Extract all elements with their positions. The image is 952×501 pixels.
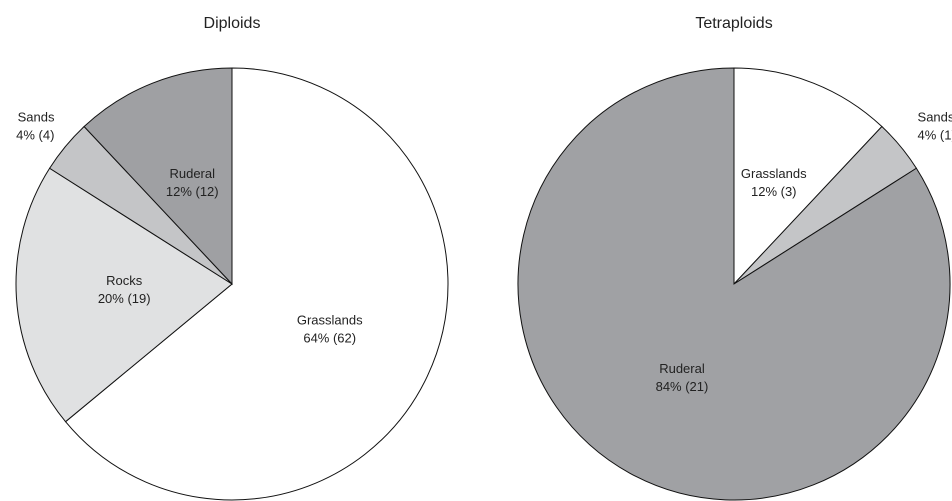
slice-value-label: 4% (4) <box>16 128 54 143</box>
chart-title: Diploids <box>204 15 261 32</box>
slice-label: Rocks <box>106 273 143 288</box>
pie-slice <box>733 67 883 286</box>
slice-value-label: 12% (3) <box>751 184 797 199</box>
slice-label: Sands <box>918 110 952 125</box>
slice-label: Sands <box>18 110 55 125</box>
pie-slice <box>64 67 449 501</box>
pie-slice <box>517 67 951 501</box>
chart-title: Tetraploids <box>695 15 772 32</box>
slice-label: Grasslands <box>741 166 807 181</box>
slice-label: Ruderal <box>169 166 215 181</box>
slice-label: Ruderal <box>659 361 705 376</box>
slice-value-label: 64% (62) <box>303 330 356 345</box>
slice-value-label: 12% (12) <box>166 184 219 199</box>
slice-value-label: 20% (19) <box>98 291 151 306</box>
pie-slice <box>83 67 233 286</box>
slice-label: Grasslands <box>297 312 363 327</box>
slice-value-label: 4% (1) <box>918 128 952 143</box>
slice-value-label: 84% (21) <box>656 379 709 394</box>
pie-slice <box>15 167 233 423</box>
